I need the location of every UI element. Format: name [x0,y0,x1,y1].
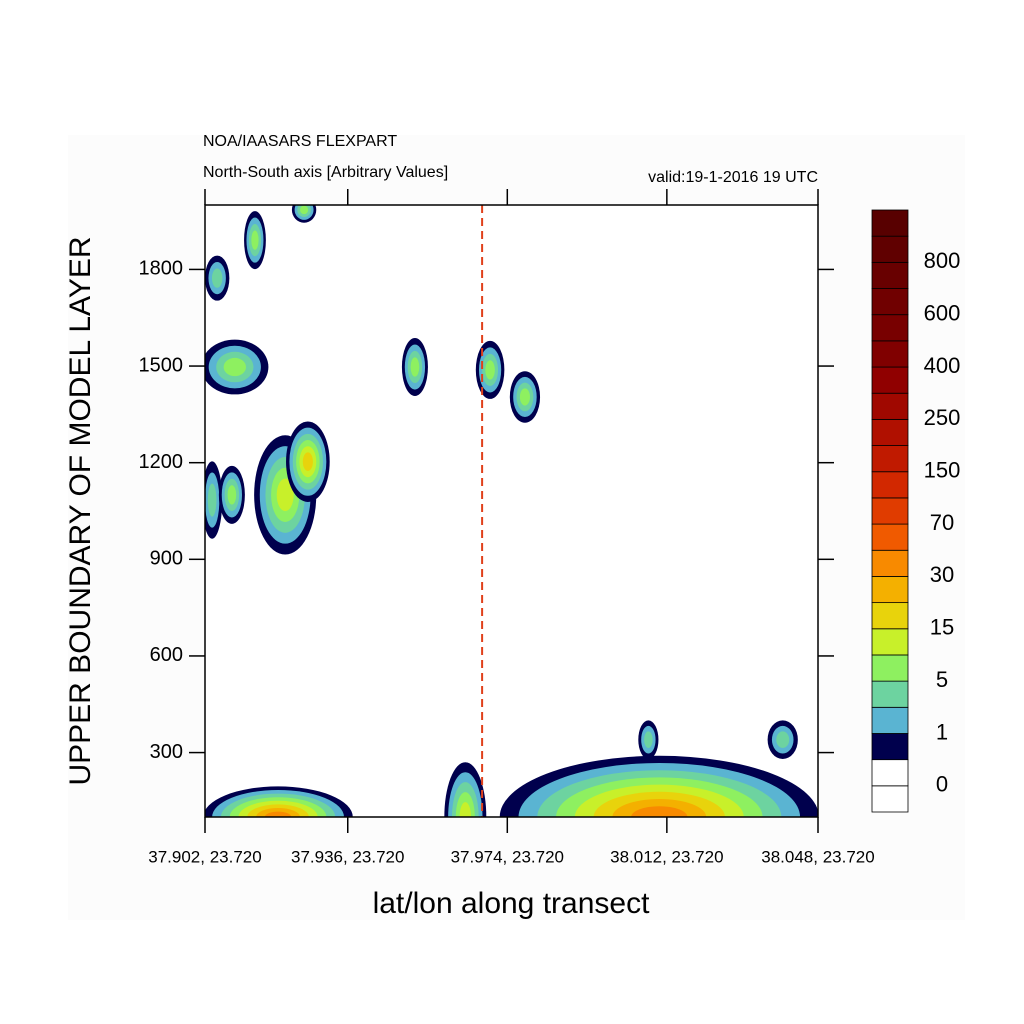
contour-level [223,357,247,377]
colorbar-box [871,235,909,263]
chart-subtitle: North-South axis [Arbitrary Values] [203,164,448,181]
contour-level [211,268,223,288]
colorbar-label: 600 [924,301,961,326]
contour-level [644,731,653,748]
colorbar-box [871,759,909,787]
colorbar-box [871,418,909,446]
contour-level [302,452,313,472]
colorbar-box [871,209,909,237]
contour-level [410,357,420,377]
x-axis-label: lat/lon along transect [373,887,651,920]
colorbar-box [871,785,909,813]
x-tick-label: 38.048, 23.720 [761,847,874,866]
annotation: valid:19-1-2016 19 UTC [648,169,818,186]
colorbar-box [871,523,909,551]
contour-level [264,811,292,817]
colorbar-box [871,392,909,420]
y-tick-label: 1200 [139,451,184,473]
x-tick-label: 38.012, 23.720 [610,847,723,866]
colorbar-box [871,340,909,368]
colorbar-box [871,314,909,342]
contour-level [485,360,495,380]
colorbar-box [871,445,909,473]
colorbar-box [871,706,909,734]
colorbar-box [871,288,909,316]
colorbar-box [871,602,909,630]
contour-field [205,205,818,817]
contour-level [519,388,530,406]
colorbar-label: 400 [924,353,961,378]
colorbar-label: 15 [930,615,954,640]
x-tick-label: 37.936, 23.720 [291,847,404,866]
y-tick-label: 900 [150,548,183,570]
plot-frame [204,204,819,818]
colorbar-label: 1 [936,719,948,744]
colorbar-label: 150 [924,458,961,483]
contour-level [276,478,294,512]
y-tick-label: 600 [150,644,183,666]
x-tick-label: 37.902, 23.720 [148,847,261,866]
y-axis-label: UPPER BOUNDARY OF MODEL LAYER [64,236,97,785]
chart-title: NOA/IAASARS FLEXPART [203,133,397,150]
colorbar-box [871,733,909,761]
contour-level [227,485,237,505]
contour-level [251,230,259,250]
colorbar-box [871,366,909,394]
colorbar-box [871,576,909,604]
colorbar-label: 5 [936,667,948,692]
colorbar-box [871,471,909,499]
y-tick-label: 1500 [139,354,184,376]
contour-level [207,483,217,517]
contour-level [300,205,309,215]
colorbar-box [871,497,909,525]
colorbar-box [871,549,909,577]
y-tick-label: 300 [150,741,183,763]
colorbar-box [871,654,909,682]
y-tick-label: 1800 [139,258,184,280]
colorbar-label: 30 [930,562,954,587]
x-tick-label: 37.974, 23.720 [451,847,564,866]
colorbar-box [871,628,909,656]
colorbar-label: 250 [924,405,961,430]
colorbar-box [871,261,909,289]
contour-level [776,731,790,748]
contour-level [459,802,472,817]
colorbar-box [871,680,909,708]
contour-level [631,806,688,817]
colorbar-label: 0 [936,772,948,797]
colorbar-label: 70 [930,510,954,535]
colorbar-label: 800 [924,248,961,273]
